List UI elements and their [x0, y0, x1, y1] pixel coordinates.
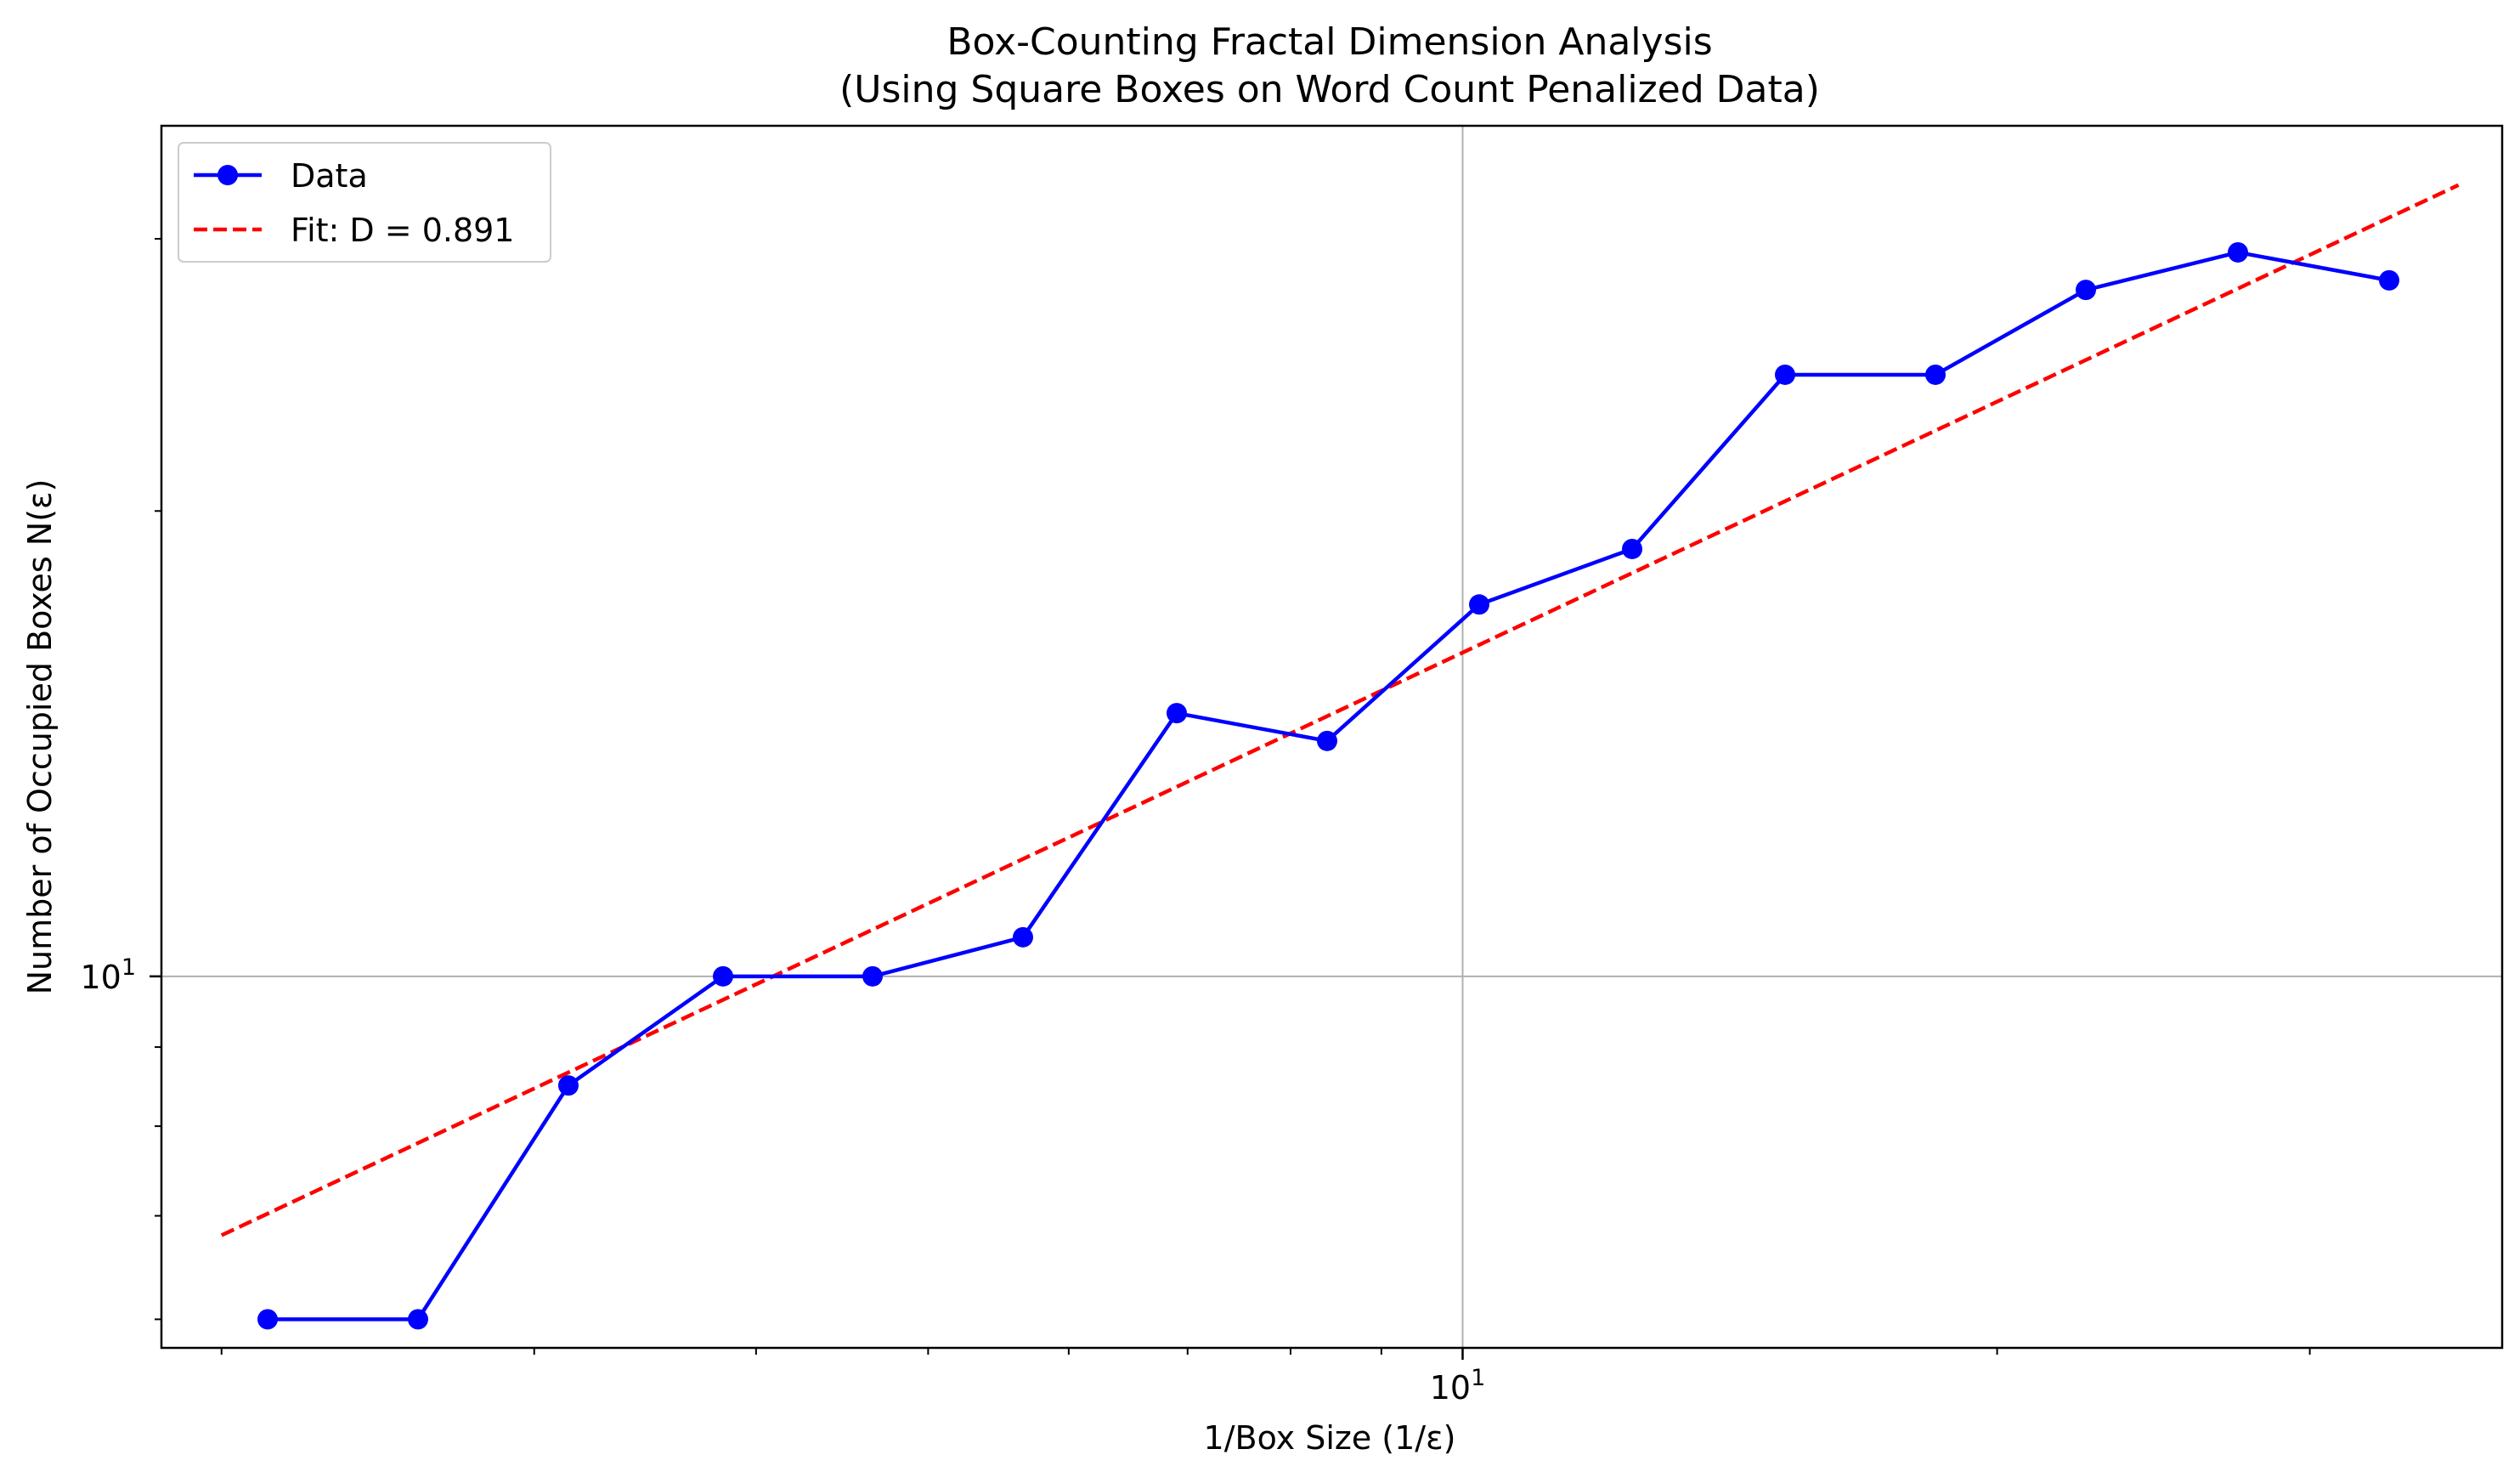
data-point-1: [408, 1309, 428, 1330]
data-point-4: [862, 965, 883, 987]
data-point-7: [1317, 730, 1337, 751]
x-axis-label: 1/Box Size (1/ε): [1204, 1419, 1456, 1457]
data-point-10: [1775, 364, 1795, 385]
chart-title: Box-Counting Fractal Dimension Analysis: [946, 20, 1712, 64]
legend-box: [178, 142, 551, 263]
data-point-14: [2379, 269, 2399, 291]
legend-data-marker: [218, 165, 238, 185]
x-tick-label-0: 101: [1430, 1365, 1486, 1407]
minor-ticks: [155, 237, 2311, 1355]
data-point-8: [1469, 594, 1489, 615]
fit-line: [220, 183, 2460, 1237]
data-point-11: [1925, 364, 1946, 385]
legend: Data Fit: D = 0.891: [178, 142, 551, 263]
legend-data-label: Data: [291, 157, 368, 195]
data-point-5: [1013, 926, 1033, 948]
data-point-9: [1622, 538, 1642, 559]
legend-fit-label: Fit: D = 0.891: [291, 212, 514, 249]
data-point-3: [713, 965, 733, 987]
chart-subtitle: (Using Square Boxes on Word Count Penali…: [839, 68, 1820, 111]
major-ticks: 101 101: [80, 954, 1485, 1407]
grid-lines: [161, 126, 2502, 1348]
series-layer: [220, 183, 2460, 1330]
data-point-6: [1167, 703, 1187, 724]
data-point-12: [2076, 280, 2096, 301]
data-point-2: [558, 1075, 579, 1096]
y-axis-label: Number of Occupied Boxes N(ε): [21, 479, 59, 995]
data-point-13: [2228, 241, 2248, 263]
data-point-0: [257, 1309, 278, 1330]
y-tick-label-0: 101: [80, 954, 136, 996]
plot-frame: [160, 124, 2504, 1350]
